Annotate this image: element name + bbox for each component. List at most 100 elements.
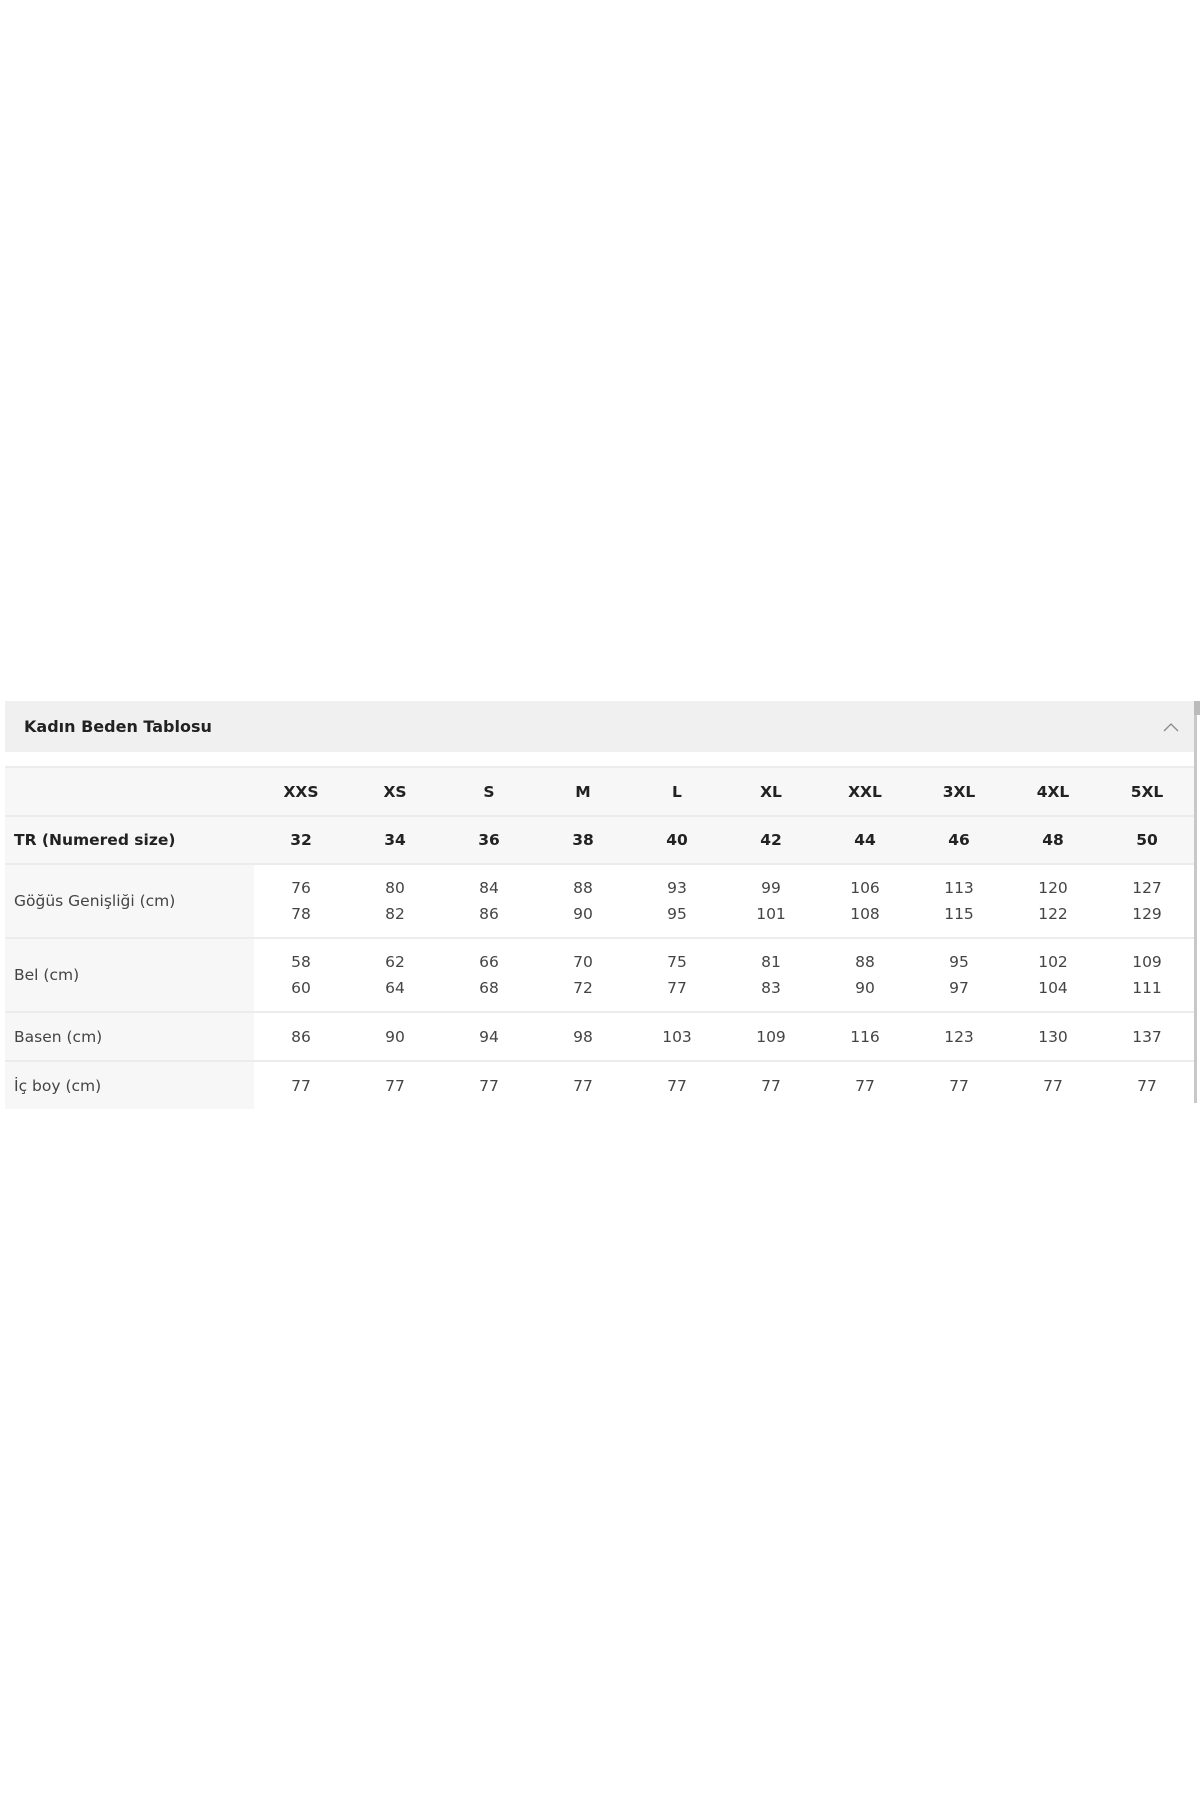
row-label: TR (Numered size): [5, 815, 254, 864]
cell-value: 99: [761, 879, 781, 897]
cell-value: 32: [290, 831, 312, 849]
cell-value: 102: [1038, 953, 1068, 971]
size-header-m: M: [536, 766, 630, 816]
cell-value: 80: [385, 879, 405, 897]
cell-value: 106: [850, 879, 880, 897]
table-cell: 127 129: [1100, 863, 1194, 938]
cell-value: 77: [1137, 1076, 1157, 1095]
cell-value: 90: [385, 1027, 405, 1046]
scrollbar[interactable]: [1194, 701, 1200, 1103]
cell-value: 95: [667, 905, 687, 923]
table-cell: 99 101: [724, 863, 818, 938]
cell-value: 94: [479, 1027, 499, 1046]
table-cell: 77: [254, 1060, 348, 1109]
cell-value: 109: [1132, 953, 1162, 971]
table-cell: 120 122: [1006, 863, 1100, 938]
table-cell: 95 97: [912, 937, 1006, 1012]
cell-value: 83: [761, 979, 781, 997]
cell-value: 108: [850, 905, 880, 923]
table-cell: 90: [348, 1011, 442, 1061]
table-cell: 42: [724, 815, 818, 864]
cell-value: 77: [667, 979, 687, 997]
cell-value: 113: [944, 879, 974, 897]
table-cell: 77: [442, 1060, 536, 1109]
table-cell: 36: [442, 815, 536, 864]
table-cell: 88 90: [818, 937, 912, 1012]
cell-value: 101: [756, 905, 786, 923]
cell-value: 46: [948, 831, 970, 849]
table-cell: 106 108: [818, 863, 912, 938]
cell-value: 78: [291, 905, 311, 923]
cell-value: 93: [667, 879, 687, 897]
cell-value: 127: [1132, 879, 1162, 897]
cell-value: 75: [667, 953, 687, 971]
cell-value: 86: [291, 1027, 311, 1046]
cell-value: 77: [573, 1076, 593, 1095]
cell-value: 98: [573, 1027, 593, 1046]
table-cell: 76 78: [254, 863, 348, 938]
cell-value: 86: [479, 905, 499, 923]
cell-value: 90: [855, 979, 875, 997]
size-header-xs: XS: [348, 766, 442, 816]
table-cell: 98: [536, 1011, 630, 1061]
table-cell: 77: [724, 1060, 818, 1109]
table-cell: 84 86: [442, 863, 536, 938]
table-cell: 77: [1100, 1060, 1194, 1109]
table-cell: 102 104: [1006, 937, 1100, 1012]
size-header-4xl: 4XL: [1006, 766, 1100, 816]
table-cell: 109 111: [1100, 937, 1194, 1012]
size-header-row: XXS XS S M L XL XXL 3XL 4XL 5XL: [5, 766, 1194, 816]
cell-value: 42: [760, 831, 782, 849]
cell-value: 130: [1038, 1027, 1068, 1046]
cell-value: 103: [662, 1027, 692, 1046]
cell-value: 77: [761, 1076, 781, 1095]
table-cell: 93 95: [630, 863, 724, 938]
cell-value: 82: [385, 905, 405, 923]
cell-value: 66: [479, 953, 499, 971]
table-cell: 32: [254, 815, 348, 864]
cell-value: 116: [850, 1027, 880, 1046]
size-table: XXS XS S M L XL XXL 3XL 4XL 5XL TR (Numered size)…: [5, 766, 1194, 1109]
cell-value: 62: [385, 953, 405, 971]
table-cell: 40: [630, 815, 724, 864]
size-header-s: S: [442, 766, 536, 816]
size-header-xl: XL: [724, 766, 818, 816]
row-label: Basen (cm): [5, 1011, 254, 1061]
table-cell: 46: [912, 815, 1006, 864]
accordion-title: Kadın Beden Tablosu: [24, 717, 212, 736]
table-cell: 66 68: [442, 937, 536, 1012]
table-cell: 81 83: [724, 937, 818, 1012]
cell-value: 88: [573, 879, 593, 897]
table-cell: 38: [536, 815, 630, 864]
table-row: Bel (cm) 58 60 62 64 66 68 70 72 75 77 81 83 88 90 95 97…: [5, 937, 1194, 1012]
table-cell: 50: [1100, 815, 1194, 864]
accordion-header[interactable]: Kadın Beden Tablosu: [5, 701, 1194, 752]
cell-value: 81: [761, 953, 781, 971]
table-cell: 58 60: [254, 937, 348, 1012]
table-cell: 109: [724, 1011, 818, 1061]
cell-value: 60: [291, 979, 311, 997]
cell-value: 76: [291, 879, 311, 897]
cell-value: 137: [1132, 1027, 1162, 1046]
cell-value: 129: [1132, 905, 1162, 923]
cell-value: 122: [1038, 905, 1068, 923]
cell-value: 120: [1038, 879, 1068, 897]
cell-value: 77: [291, 1076, 311, 1095]
chevron-up-icon[interactable]: [1162, 721, 1180, 733]
table-cell: 48: [1006, 815, 1100, 864]
table-cell: 137: [1100, 1011, 1194, 1061]
cell-value: 44: [854, 831, 876, 849]
cell-value: 109: [756, 1027, 786, 1046]
row-label: Göğüs Genişliği (cm): [5, 863, 254, 938]
table-cell: 77: [818, 1060, 912, 1109]
cell-value: 88: [855, 953, 875, 971]
cell-value: 50: [1136, 831, 1158, 849]
table-cell: 77: [630, 1060, 724, 1109]
table-cell: 103: [630, 1011, 724, 1061]
table-cell: 88 90: [536, 863, 630, 938]
cell-value: 77: [479, 1076, 499, 1095]
size-header-l: L: [630, 766, 724, 816]
table-cell: 116: [818, 1011, 912, 1061]
cell-value: 68: [479, 979, 499, 997]
table-row: Göğüs Genişliği (cm) 76 78 80 82 84 86 88 90 93 95…: [5, 863, 1194, 938]
